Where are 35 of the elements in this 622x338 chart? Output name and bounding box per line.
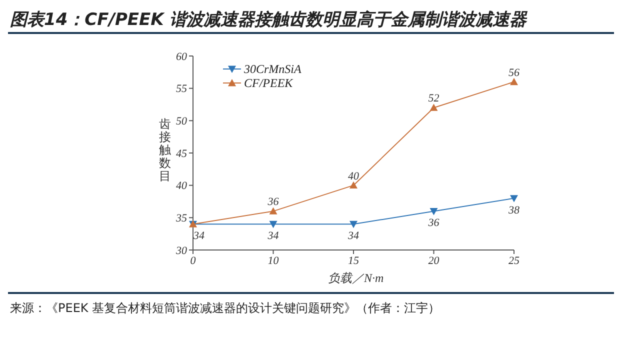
data-label: 38 [508,204,520,216]
y-axis-title: 齿接触数目 [158,117,172,183]
x-tick-label: 25 [508,254,520,267]
data-label: 36 [427,217,440,230]
data-label: 56 [508,66,520,79]
data-label: 34 [266,230,280,242]
x-tick-label: 15 [348,254,360,267]
x-tick-label: 20 [428,254,440,267]
point [430,208,438,216]
point [510,78,518,86]
data-label: 34 [192,230,205,242]
y-tick-label: 50 [176,116,188,128]
y-tick-label: 30 [175,244,188,257]
chart-title: 图表14：CF/PEEK 谐波减速器接触齿数明显高于金属制谐波减速器 [9,9,528,32]
data-label: 34 [347,230,360,242]
point [510,195,518,202]
x-tick-label: 10 [268,254,280,267]
point [269,220,278,228]
x-tick-label: 0 [190,254,196,267]
data-label: 40 [348,170,360,182]
legend-label: CF/PEEK [244,76,293,90]
data-label: 52 [428,92,440,105]
y-tick-label: 45 [176,148,188,160]
y-tick-label: 40 [176,180,188,192]
point [430,104,438,111]
y-tick-label: 60 [176,50,188,63]
legend-label: 30CrMnSiA [244,62,302,76]
y-tick-label: 55 [176,83,188,96]
data-label: 36 [266,196,280,208]
source-note: 来源：《PEEK 基复合材料短筒谐波减速器的设计关键问题研究》（作者：江宇） [10,300,440,317]
point [269,207,278,214]
point [350,181,358,189]
y-tick-label: 35 [175,212,188,225]
x-axis-title: 负载／N·m [328,270,384,287]
point [350,220,358,228]
